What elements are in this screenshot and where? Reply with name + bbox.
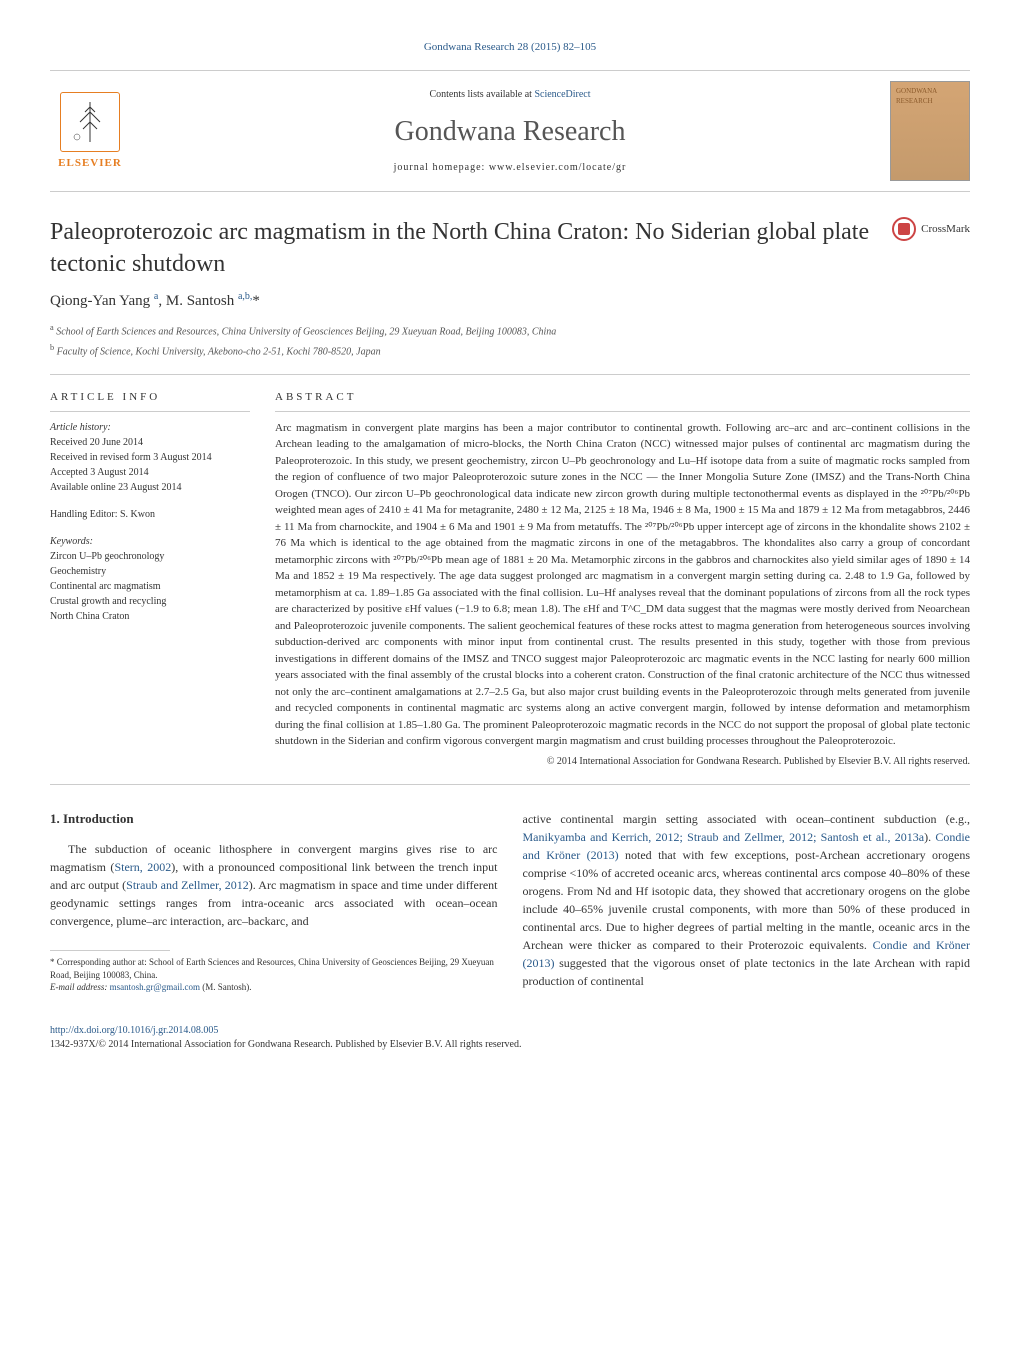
email-link[interactable]: msantosh.gr@gmail.com <box>110 982 200 992</box>
intro-left-column: 1. Introduction The subduction of oceani… <box>50 810 498 994</box>
authors: Qiong-Yan Yang a, M. Santosh a,b,* <box>50 290 970 312</box>
keywords-label: Keywords: <box>50 536 93 547</box>
affiliation-b: b Faculty of Science, Kochi University, … <box>50 342 970 359</box>
keywords-block: Keywords: Zircon U–Pb geochronology Geoc… <box>50 534 250 624</box>
contents-prefix: Contents lists available at <box>429 89 534 100</box>
keyword: Continental arc magmatism <box>50 581 161 592</box>
intro-paragraph-1: The subduction of oceanic lithosphere in… <box>50 840 498 930</box>
issn-copyright: 1342-937X/© 2014 International Associati… <box>50 1039 522 1050</box>
keyword: Zircon U–Pb geochronology <box>50 551 164 562</box>
article-history: Article history: Received 20 June 2014 R… <box>50 420 250 495</box>
journal-header: ELSEVIER Contents lists available at Sci… <box>50 70 970 192</box>
keyword: Crustal growth and recycling <box>50 596 166 607</box>
cover-label: GONDWANA RESEARCH <box>896 87 964 107</box>
abstract-text: Arc magmatism in convergent plate margin… <box>275 420 970 750</box>
article-info-heading: article info <box>50 390 250 411</box>
article-info-column: article info Article history: Received 2… <box>50 390 250 768</box>
journal-name: Gondwana Research <box>130 112 890 151</box>
journal-cover-image[interactable]: GONDWANA RESEARCH <box>890 81 970 181</box>
history-item: Available online 23 August 2014 <box>50 482 181 493</box>
page-footer: http://dx.doi.org/10.1016/j.gr.2014.08.0… <box>50 1024 970 1052</box>
sciencedirect-link[interactable]: ScienceDirect <box>534 89 590 100</box>
history-item: Accepted 3 August 2014 <box>50 467 149 478</box>
abstract-column: abstract Arc magmatism in convergent pla… <box>275 390 970 768</box>
keyword: North China Craton <box>50 611 129 622</box>
abstract-heading: abstract <box>275 390 970 411</box>
doi-link[interactable]: http://dx.doi.org/10.1016/j.gr.2014.08.0… <box>50 1025 218 1036</box>
history-label: Article history: <box>50 422 111 433</box>
crossmark-label: CrossMark <box>921 222 970 237</box>
history-item: Received 20 June 2014 <box>50 437 143 448</box>
keyword: Geochemistry <box>50 566 106 577</box>
email-footnote: E-mail address: msantosh.gr@gmail.com (M… <box>50 981 498 994</box>
footnote-separator <box>50 950 170 951</box>
corresponding-author: * Corresponding author at: School of Ear… <box>50 956 498 981</box>
journal-homepage[interactable]: journal homepage: www.elsevier.com/locat… <box>130 161 890 175</box>
handling-editor: Handling Editor: S. Kwon <box>50 507 250 522</box>
article-title: Paleoproterozoic arc magmatism in the No… <box>50 217 892 279</box>
elsevier-text: ELSEVIER <box>58 156 122 171</box>
contents-available: Contents lists available at ScienceDirec… <box>130 88 890 102</box>
crossmark-badge[interactable]: CrossMark <box>892 217 970 241</box>
email-suffix: (M. Santosh). <box>200 982 252 992</box>
elsevier-logo[interactable]: ELSEVIER <box>50 86 130 176</box>
divider <box>50 784 970 785</box>
abstract-copyright: © 2014 International Association for Gon… <box>275 755 970 769</box>
journal-reference: Gondwana Research 28 (2015) 82–105 <box>50 40 970 55</box>
elsevier-tree-icon <box>60 92 120 152</box>
journal-title-block: Contents lists available at ScienceDirec… <box>130 88 890 175</box>
intro-heading: 1. Introduction <box>50 810 498 828</box>
intro-right-column: active continental margin setting associ… <box>523 810 971 994</box>
email-label: E-mail address: <box>50 982 110 992</box>
crossmark-icon <box>892 217 916 241</box>
history-item: Received in revised form 3 August 2014 <box>50 452 212 463</box>
affiliation-a: a School of Earth Sciences and Resources… <box>50 322 970 339</box>
intro-paragraph-2: active continental margin setting associ… <box>523 810 971 990</box>
divider <box>50 374 970 375</box>
